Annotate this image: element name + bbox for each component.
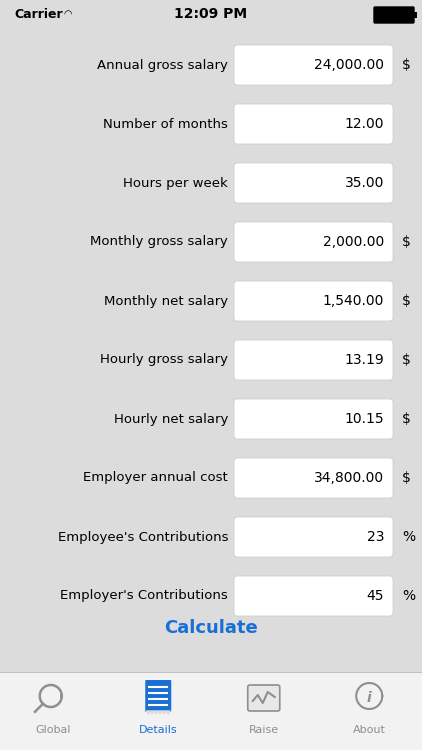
FancyBboxPatch shape — [234, 163, 393, 203]
Bar — [414, 12, 417, 18]
FancyBboxPatch shape — [234, 517, 393, 557]
Bar — [0, 672, 422, 750]
Text: 23: 23 — [366, 530, 384, 544]
FancyBboxPatch shape — [374, 7, 414, 23]
Text: 35.00: 35.00 — [345, 176, 384, 190]
Text: Number of months: Number of months — [103, 118, 228, 130]
Text: Hourly gross salary: Hourly gross salary — [100, 353, 228, 367]
Polygon shape — [150, 711, 154, 714]
Text: Employee's Contributions: Employee's Contributions — [57, 530, 228, 544]
FancyBboxPatch shape — [234, 222, 393, 262]
Text: Monthly gross salary: Monthly gross salary — [90, 236, 228, 248]
Text: %: % — [402, 589, 415, 603]
FancyBboxPatch shape — [234, 458, 393, 498]
FancyBboxPatch shape — [234, 576, 393, 616]
Text: Raise: Raise — [249, 725, 279, 735]
Polygon shape — [158, 711, 162, 714]
Text: $: $ — [402, 353, 411, 367]
Text: About: About — [353, 725, 386, 735]
Text: 2,000.00: 2,000.00 — [323, 235, 384, 249]
Text: $: $ — [402, 58, 411, 72]
FancyBboxPatch shape — [145, 680, 171, 712]
Text: Hours per week: Hours per week — [123, 176, 228, 190]
FancyBboxPatch shape — [234, 340, 393, 380]
Text: Carrier: Carrier — [14, 8, 62, 20]
Polygon shape — [166, 711, 170, 714]
Text: $: $ — [402, 471, 411, 485]
Text: Annual gross salary: Annual gross salary — [97, 58, 228, 71]
FancyBboxPatch shape — [234, 281, 393, 321]
Text: Monthly net salary: Monthly net salary — [104, 295, 228, 307]
FancyBboxPatch shape — [234, 104, 393, 144]
Text: i: i — [367, 691, 372, 705]
Polygon shape — [154, 711, 158, 714]
Text: Global: Global — [35, 725, 70, 735]
Polygon shape — [162, 711, 166, 714]
Polygon shape — [146, 711, 150, 714]
Text: 12.00: 12.00 — [344, 117, 384, 131]
FancyBboxPatch shape — [234, 45, 393, 85]
Text: Employer's Contributions: Employer's Contributions — [60, 590, 228, 602]
Text: 10.15: 10.15 — [344, 412, 384, 426]
FancyBboxPatch shape — [234, 399, 393, 439]
Text: $: $ — [402, 235, 411, 249]
FancyBboxPatch shape — [248, 685, 280, 711]
Text: %: % — [402, 530, 415, 544]
Text: Hourly net salary: Hourly net salary — [114, 413, 228, 425]
Text: $: $ — [402, 412, 411, 426]
Text: 13.19: 13.19 — [344, 353, 384, 367]
Text: ◠: ◠ — [64, 9, 72, 19]
Text: 1,540.00: 1,540.00 — [323, 294, 384, 308]
Text: Calculate: Calculate — [164, 619, 258, 637]
Text: 34,800.00: 34,800.00 — [314, 471, 384, 485]
Text: 24,000.00: 24,000.00 — [314, 58, 384, 72]
Text: 12:09 PM: 12:09 PM — [174, 7, 248, 21]
Text: 45: 45 — [366, 589, 384, 603]
Text: $: $ — [402, 294, 411, 308]
Text: Details: Details — [139, 725, 178, 735]
Text: Employer annual cost: Employer annual cost — [83, 472, 228, 484]
